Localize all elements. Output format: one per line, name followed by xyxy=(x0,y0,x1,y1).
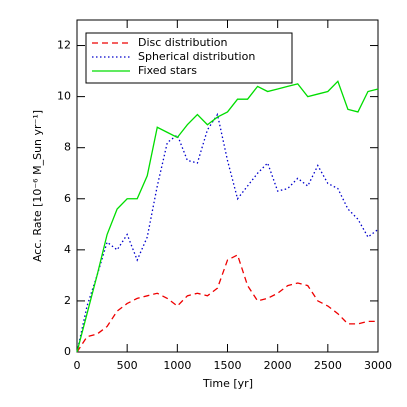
legend-label: Fixed stars xyxy=(138,64,197,77)
y-axis-label: Acc. Rate [10⁻⁶ M_Sun yr⁻¹] xyxy=(31,110,44,262)
y-tick-label: 6 xyxy=(64,192,71,205)
x-tick-label: 500 xyxy=(117,359,138,372)
data-line xyxy=(76,80,379,353)
x-tick-label: 1000 xyxy=(163,359,191,372)
x-tick-label: 1500 xyxy=(214,359,242,372)
y-tick-label: 10 xyxy=(57,90,71,103)
legend-label: Spherical distribution xyxy=(138,50,255,63)
y-tick-label: 2 xyxy=(64,294,71,307)
x-tick-label: 2500 xyxy=(314,359,342,372)
legend-label: Disc distribution xyxy=(138,36,228,49)
y-tick-label: 12 xyxy=(57,39,71,52)
y-tick-label: 0 xyxy=(64,345,71,358)
x-tick-label: 2000 xyxy=(264,359,292,372)
y-tick-label: 8 xyxy=(64,141,71,154)
data-line xyxy=(76,254,378,353)
y-tick-label: 4 xyxy=(64,243,71,256)
x-axis-label: Time [yr] xyxy=(202,377,253,390)
data-line xyxy=(76,112,379,353)
legend-box xyxy=(85,32,293,84)
x-tick-label: 3000 xyxy=(364,359,392,372)
x-tick-label: 0 xyxy=(74,359,81,372)
